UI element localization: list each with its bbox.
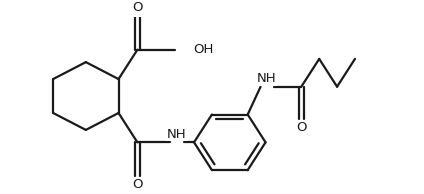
Text: NH: NH [166,127,186,140]
Text: O: O [132,178,142,191]
Text: OH: OH [193,43,213,56]
Text: O: O [296,121,307,134]
Text: NH: NH [257,72,276,85]
Text: O: O [132,1,142,14]
